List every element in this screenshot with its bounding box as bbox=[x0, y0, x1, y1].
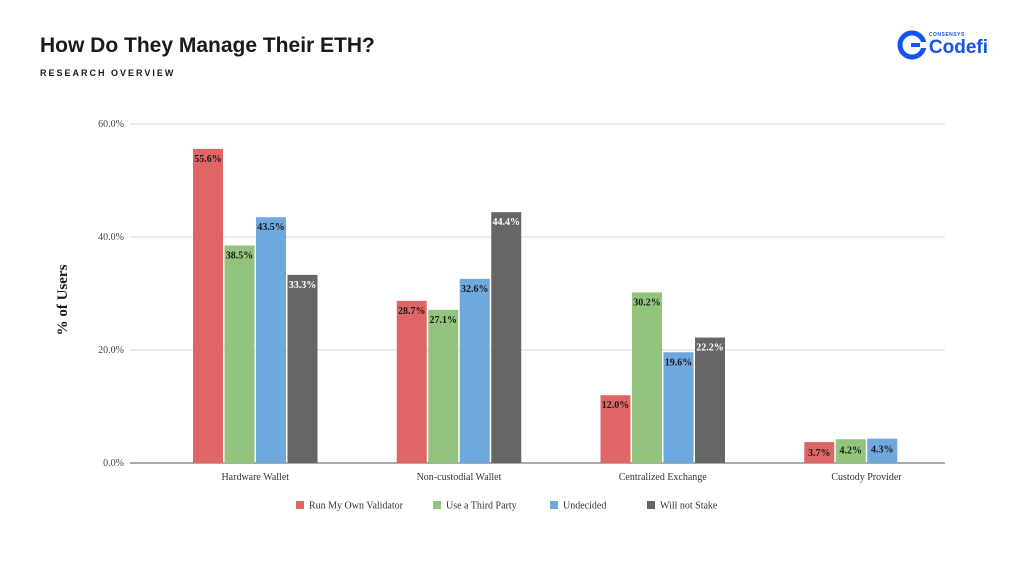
y-tick-label: 60.0% bbox=[98, 119, 124, 130]
data-label: 4.2% bbox=[840, 445, 863, 456]
bar bbox=[428, 309, 459, 463]
data-label: 44.4% bbox=[493, 217, 521, 228]
bar bbox=[663, 352, 694, 463]
legend: Run My Own Validator Use a Third Party Und… bbox=[296, 501, 718, 512]
data-label: 33.3% bbox=[289, 280, 317, 291]
page-subtitle: RESEARCH OVERVIEW bbox=[40, 68, 176, 78]
data-label: 12.0% bbox=[602, 400, 630, 411]
legend-label: Use a Third Party bbox=[446, 501, 517, 512]
data-label: 55.6% bbox=[194, 154, 222, 165]
y-tick-label: 20.0% bbox=[98, 345, 124, 356]
data-label: 3.7% bbox=[808, 448, 831, 459]
brand-name: Codefi bbox=[928, 37, 988, 58]
legend-swatch bbox=[433, 501, 441, 509]
y-tick-labels: 0.0% 20.0% 40.0% 60.0% bbox=[98, 119, 124, 469]
data-label: 32.6% bbox=[461, 284, 489, 295]
data-labels: 55.6% 38.5% 43.5% 33.3% 28.7% 27.1% 32.6% 44.4%… bbox=[194, 154, 893, 459]
legend-label: Will not Stake bbox=[660, 501, 718, 512]
legend-label: Undecided bbox=[563, 501, 606, 512]
x-tick-label: Hardware Wallet bbox=[221, 472, 289, 483]
data-label: 43.5% bbox=[257, 222, 285, 233]
y-tick-label: 40.0% bbox=[98, 232, 124, 243]
bar bbox=[193, 148, 223, 464]
x-tick-label: Centralized Exchange bbox=[619, 472, 708, 483]
bar bbox=[491, 212, 522, 463]
bar bbox=[396, 300, 427, 463]
data-label: 19.6% bbox=[665, 357, 693, 368]
legend-swatch bbox=[296, 501, 304, 509]
bar bbox=[287, 274, 318, 463]
page-title: How Do They Manage Their ETH? bbox=[40, 34, 375, 57]
y-tick-label: 0.0% bbox=[103, 458, 124, 469]
bar bbox=[459, 278, 490, 463]
data-label: 30.2% bbox=[633, 297, 661, 308]
bar bbox=[632, 292, 662, 463]
bar bbox=[835, 439, 866, 463]
legend-label: Run My Own Validator bbox=[309, 501, 404, 512]
bar bbox=[804, 442, 835, 463]
data-label: 27.1% bbox=[430, 315, 458, 326]
x-tick-label: Custody Provider bbox=[831, 472, 902, 483]
legend-swatch bbox=[550, 501, 558, 509]
data-label: 38.5% bbox=[226, 250, 254, 261]
data-label: 4.3% bbox=[871, 445, 894, 456]
x-tick-labels: Hardware Wallet Non-custodial Wallet Centr… bbox=[221, 472, 902, 483]
header: How Do They Manage Their ETH? RESEARCH O… bbox=[40, 34, 375, 78]
legend-swatch bbox=[647, 501, 655, 509]
bar bbox=[867, 438, 898, 463]
data-label: 28.7% bbox=[398, 306, 426, 317]
bar bbox=[600, 395, 631, 463]
bar bbox=[224, 245, 255, 463]
x-tick-label: Non-custodial Wallet bbox=[417, 472, 502, 483]
data-label: 22.2% bbox=[696, 343, 724, 354]
bars bbox=[193, 148, 898, 464]
brand-logo: CONSENSYS Codefi bbox=[897, 30, 988, 60]
brand-small-label: CONSENSYS bbox=[928, 32, 965, 38]
bar bbox=[695, 337, 725, 463]
codefi-logo-icon bbox=[897, 30, 927, 60]
y-axis-label: % of Users bbox=[55, 264, 71, 335]
bar bbox=[256, 217, 286, 463]
